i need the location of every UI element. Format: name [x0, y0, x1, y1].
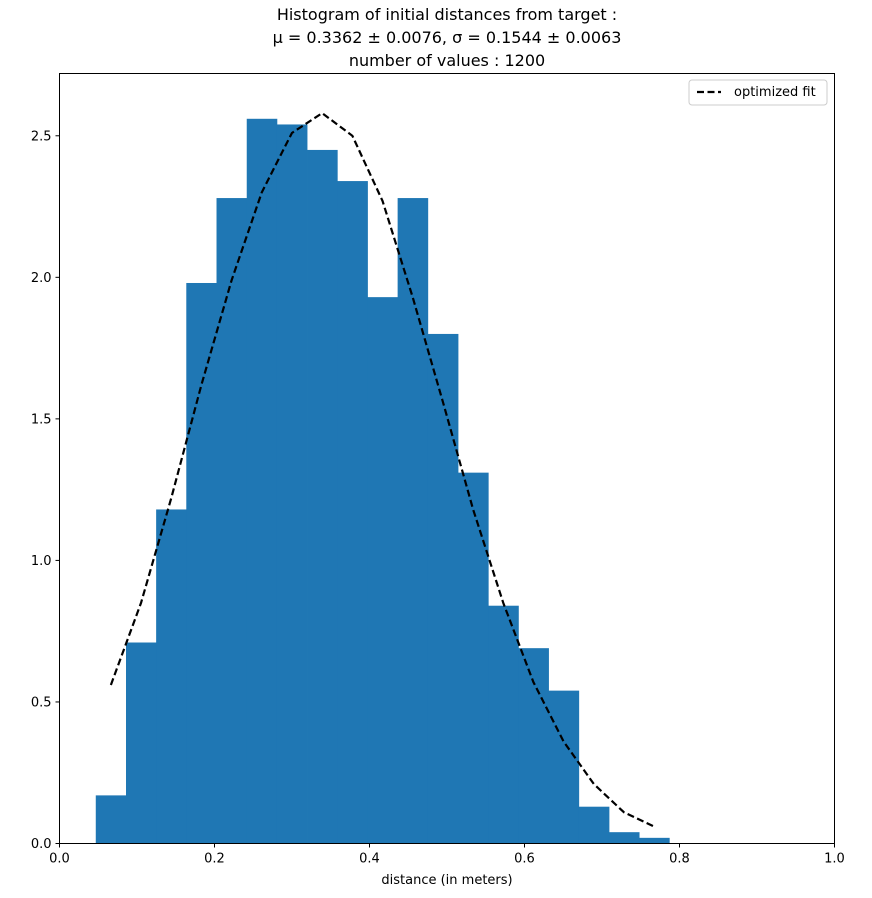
- x-axis-ticks: 0.0 0.2 0.4 0.6 0.8 1.0: [49, 843, 845, 867]
- y-tick-label: 2.0: [31, 271, 52, 286]
- fit-curve-line: [109, 111, 655, 828]
- histogram-bar: [488, 605, 519, 844]
- histogram-bar: [397, 198, 429, 844]
- x-axis-label: distance (in meters): [381, 873, 512, 888]
- histogram-bar: [427, 333, 459, 844]
- chart-title-line-2: μ = 0.3362 ± 0.0076, σ = 0.1544 ± 0.0063: [273, 28, 622, 47]
- legend-frame: [688, 79, 828, 106]
- y-tick-label: 0.5: [31, 695, 52, 710]
- histogram-bar: [608, 832, 640, 844]
- chart-title: Histogram of initial distances from targ…: [273, 5, 622, 70]
- legend: optimized fit: [688, 79, 828, 106]
- histogram-bar: [548, 690, 580, 844]
- plot-area-frame: [59, 73, 835, 844]
- histogram-bar: [639, 837, 670, 844]
- chart-title-line-3: number of values : 1200: [349, 51, 545, 70]
- legend-fit-label: optimized fit: [734, 85, 816, 100]
- y-tick-label: 2.5: [31, 129, 52, 144]
- histogram-bar: [246, 118, 278, 844]
- histogram-bars: [95, 118, 670, 844]
- y-tick-label: 0.0: [31, 837, 52, 852]
- histogram-bar: [307, 149, 338, 844]
- y-tick-label: 1.5: [31, 412, 52, 427]
- histogram-bar: [367, 297, 399, 844]
- fit-curve-group: [109, 111, 655, 828]
- histogram-bar: [578, 806, 610, 844]
- histogram-bar: [216, 198, 248, 844]
- y-tick-label: 1.0: [31, 554, 52, 569]
- x-tick-label: 0.4: [359, 852, 380, 867]
- chart-title-line-1: Histogram of initial distances from targ…: [277, 5, 617, 24]
- y-axis-ticks: 0.0 0.5 1.0 1.5 2.0 2.5: [31, 129, 60, 852]
- histogram-bar: [126, 642, 157, 844]
- histogram-bar: [458, 472, 489, 844]
- histogram-bar: [186, 282, 217, 844]
- x-tick-label: 0.8: [669, 852, 690, 867]
- histogram-bar: [337, 181, 368, 844]
- x-tick-label: 0.2: [204, 852, 225, 867]
- histogram-bar: [276, 124, 308, 844]
- x-tick-label: 0.0: [49, 852, 70, 867]
- histogram-bar: [95, 795, 127, 844]
- histogram-bar: [156, 509, 187, 844]
- histogram-bar: [518, 648, 549, 844]
- x-tick-label: 0.6: [514, 852, 535, 867]
- x-tick-label: 1.0: [824, 852, 845, 867]
